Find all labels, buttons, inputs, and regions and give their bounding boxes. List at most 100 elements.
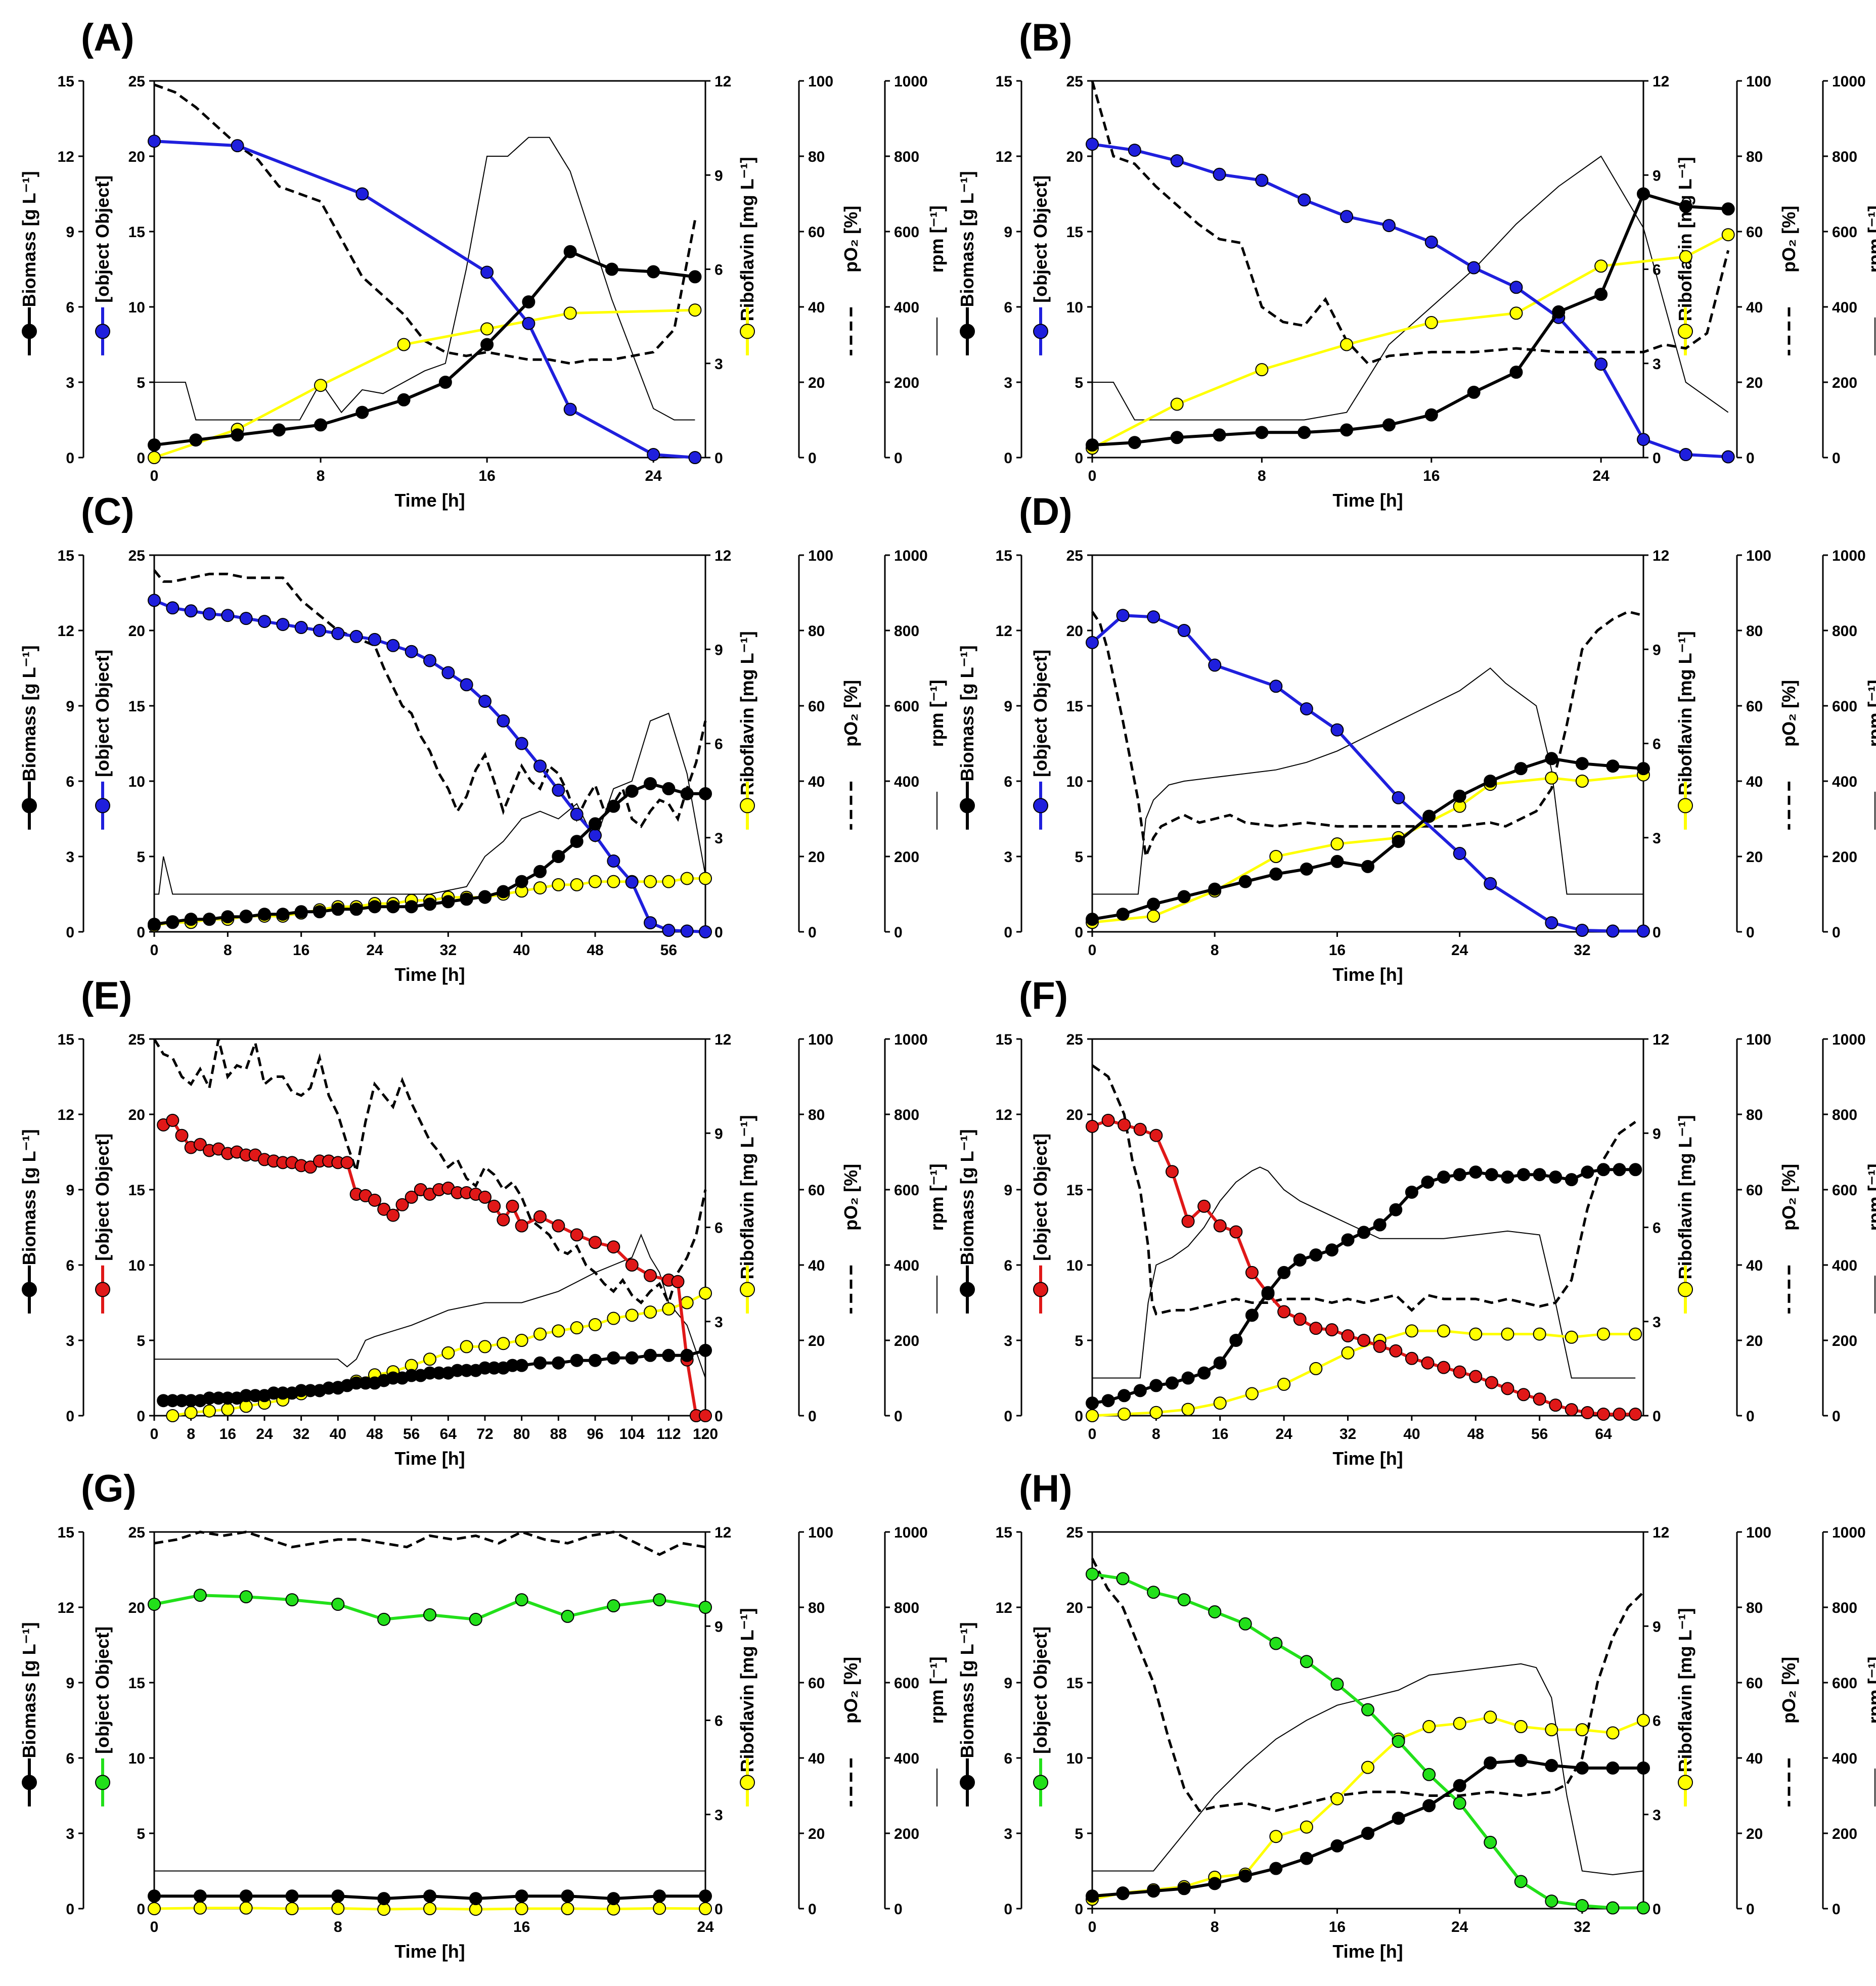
biomass-point: [480, 338, 494, 351]
biomass-point: [533, 865, 547, 878]
tick-label: 100: [808, 1524, 833, 1541]
tick-label: 6: [66, 774, 74, 790]
biomass-point: [221, 910, 235, 924]
riboflavin-legend-marker: [740, 798, 755, 814]
biomass-point: [1177, 1882, 1191, 1895]
substrate-axis-label: [object Object]: [92, 650, 113, 777]
tick-label: 9: [714, 167, 723, 184]
glucose-point: [1177, 624, 1191, 637]
biomass-point: [1197, 1366, 1211, 1380]
tick-label: 0: [66, 1901, 74, 1918]
tick-label: 0: [1075, 1901, 1083, 1918]
mannose-point: [1437, 1361, 1451, 1374]
rpm-line: [154, 1233, 706, 1378]
riboflavin-point: [533, 1327, 547, 1341]
riboflavin-point: [653, 1902, 666, 1915]
mannose-point: [377, 1202, 391, 1216]
xylose-point: [1422, 1768, 1436, 1781]
biomass-point: [1255, 426, 1269, 439]
rpm-axis-label: rpm [⁻¹]: [1864, 1656, 1876, 1724]
substrate-legend-marker: [95, 1775, 110, 1790]
xylose-line: [1092, 1572, 1643, 1910]
biomass-axis: 0 3 6 9 12 15 Biomass [g L⁻¹]: [957, 1524, 1022, 1918]
biomass-point: [1679, 200, 1692, 213]
biomass-point: [699, 787, 712, 800]
tick-label: 800: [1832, 1107, 1857, 1123]
tick-label: 80: [808, 623, 825, 640]
riboflavin-point: [1437, 1324, 1451, 1338]
biomass-point: [438, 376, 452, 389]
tick-label: 0: [137, 924, 145, 941]
biomass-point: [680, 787, 694, 800]
tick-label: 0: [1004, 924, 1012, 941]
x-axis: 0 8 16 24 32 40 48 56 64 72 80 88 96 104 112 120 Time [h…: [150, 1416, 718, 1469]
tick-label: 800: [894, 1107, 919, 1123]
mannose-line: [1091, 1118, 1636, 1416]
glucose-point: [533, 759, 547, 773]
xylose-point: [1086, 1567, 1099, 1581]
po2-axis-label: pO₂ [%]: [1778, 1657, 1799, 1724]
substrate-axis: 0 5 10 15 20 25 [object Object]: [92, 1031, 155, 1425]
biomass-point: [515, 875, 528, 888]
tick-label: 1000: [894, 73, 928, 90]
riboflavin-axis-label: Riboflavin [mg L⁻¹]: [1675, 1115, 1695, 1279]
biomass-point: [662, 782, 676, 795]
tick-label: 600: [1832, 698, 1857, 715]
po2-axis-label: pO₂ [%]: [1778, 1164, 1799, 1231]
biomass-point: [1453, 1168, 1466, 1182]
xylose-point: [699, 1601, 712, 1614]
glucose-point: [231, 139, 244, 153]
biomass-point: [203, 913, 216, 926]
biomass-point: [589, 817, 602, 831]
mannose-point: [1165, 1165, 1179, 1179]
riboflavin-point: [1679, 250, 1692, 263]
biomass-point: [1637, 762, 1650, 776]
po2-axis: 0 20 40 60 80 100 pO₂ [%]: [798, 1031, 861, 1425]
rpm-axis-label: rpm [⁻¹]: [926, 680, 947, 747]
plot-frame: [153, 554, 706, 933]
glucose-series: [148, 594, 712, 938]
tick-label: 25: [128, 1524, 145, 1541]
mannose-point: [1357, 1334, 1371, 1347]
biomass-point: [189, 433, 203, 447]
biomass-legend-marker: [960, 1775, 975, 1790]
glucose-point: [355, 187, 369, 201]
glucose-point: [460, 678, 473, 692]
tick-label: 60: [808, 1182, 825, 1199]
riboflavin-series: [148, 303, 702, 464]
biomass-legend-marker: [22, 1282, 37, 1297]
xylose-point: [561, 1609, 574, 1623]
glucose-point: [276, 618, 290, 631]
tick-label: 40: [330, 1426, 346, 1442]
tick-label: 0: [714, 1408, 723, 1425]
tick-label: 3: [1652, 356, 1661, 373]
xylose-point: [1269, 1637, 1283, 1650]
panel-h: (H) 0 3 6 9 12 15 Biomass [g L⁻¹] 0 5 10 15 20 25 [obj…: [957, 1467, 1876, 1962]
xylose-point: [239, 1590, 253, 1604]
riboflavin-axis-label: Riboflavin [mg L⁻¹]: [737, 157, 757, 321]
biomass-point: [699, 1889, 712, 1903]
biomass-point: [1424, 408, 1438, 422]
riboflavin-legend-marker: [740, 1282, 755, 1297]
riboflavin-legend-marker: [1678, 1775, 1693, 1790]
xylose-point: [1116, 1572, 1130, 1586]
tick-label: 0: [1088, 942, 1097, 959]
rpm-axis: 0 200 400 600 800 1000 rpm [⁻¹]: [1822, 1031, 1876, 1425]
riboflavin-point: [1575, 1723, 1589, 1737]
tick-label: 20: [1746, 1333, 1763, 1349]
biomass-point: [1269, 867, 1283, 881]
biomass-point: [1453, 789, 1466, 803]
tick-label: 0: [808, 1901, 817, 1918]
tick-label: 600: [894, 1182, 919, 1199]
x-axis: 0 8 16 24 32 Time [h]: [1088, 1909, 1591, 1962]
glucose-point: [441, 666, 455, 680]
glucose-point: [1298, 193, 1311, 207]
biomass-point: [1405, 1185, 1418, 1199]
tick-label: 9: [1652, 1618, 1661, 1635]
biomass-point: [605, 262, 618, 276]
biomass-point: [1116, 908, 1130, 921]
biomass-point: [1637, 187, 1650, 201]
riboflavin-series: [1086, 768, 1650, 929]
tick-label: 0: [150, 942, 159, 959]
tick-label: 15: [128, 224, 145, 241]
